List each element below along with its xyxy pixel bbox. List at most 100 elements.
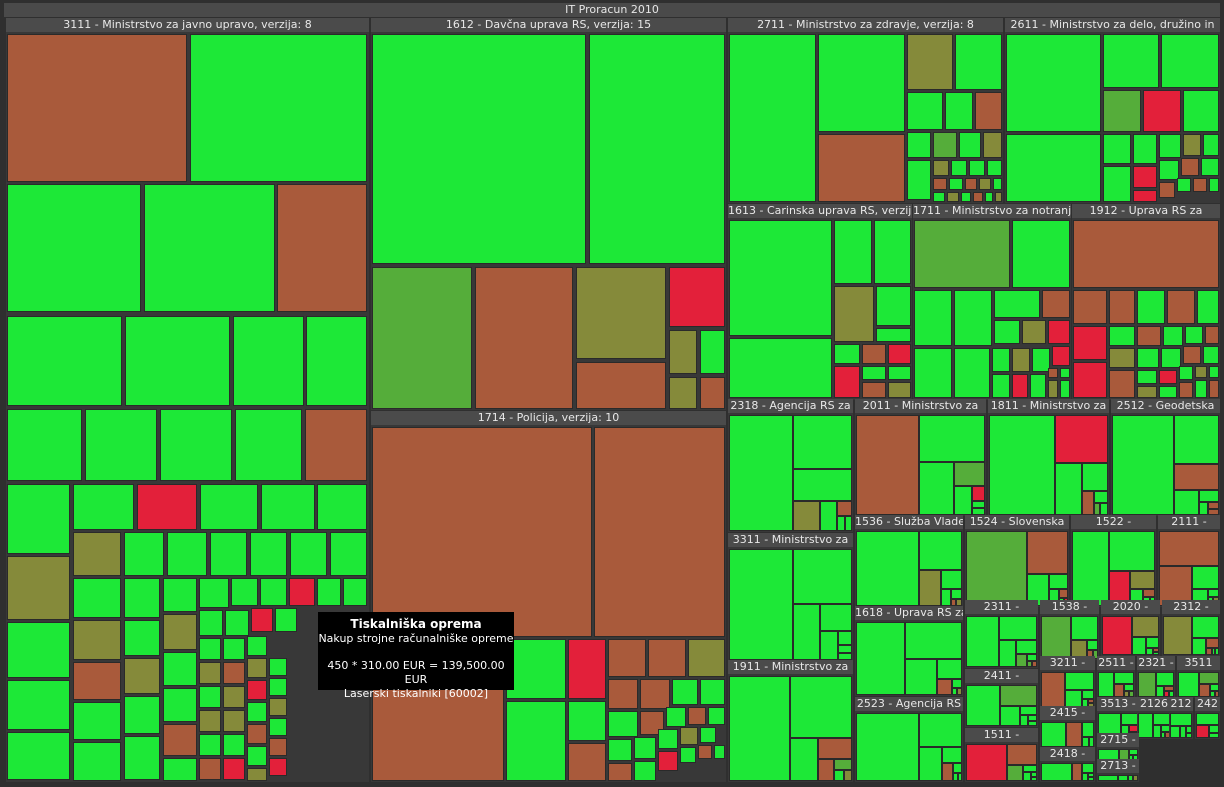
treemap-cell[interactable]: [1180, 726, 1186, 738]
treemap-cell[interactable]: [275, 608, 297, 632]
treemap-cell[interactable]: [1012, 220, 1070, 288]
treemap-cell[interactable]: [1203, 346, 1219, 364]
treemap-group[interactable]: 2713 -: [1097, 759, 1139, 782]
treemap-cell[interactable]: [680, 747, 696, 763]
treemap-group[interactable]: 1811 - Ministrstvo za: [988, 399, 1109, 516]
treemap-cell[interactable]: [190, 34, 367, 182]
treemap-cell[interactable]: [640, 679, 670, 709]
treemap-cell[interactable]: [1159, 370, 1177, 384]
treemap-cell[interactable]: [672, 679, 698, 705]
treemap-cell[interactable]: [966, 744, 1007, 781]
treemap-cell[interactable]: [914, 220, 1010, 288]
treemap-cell[interactable]: [820, 501, 837, 531]
treemap-cell[interactable]: [933, 132, 957, 158]
treemap-cell[interactable]: [994, 290, 1040, 318]
treemap-cell[interactable]: [163, 652, 197, 686]
treemap-cell[interactable]: [1199, 502, 1208, 515]
treemap-cell[interactable]: [951, 160, 967, 176]
treemap-cell[interactable]: [942, 747, 962, 763]
treemap-cell[interactable]: [144, 184, 275, 312]
treemap-cell[interactable]: [608, 739, 632, 761]
treemap-cell[interactable]: [1129, 691, 1134, 697]
treemap-cell[interactable]: [1041, 763, 1072, 781]
treemap-cell[interactable]: [163, 724, 197, 756]
treemap-cell[interactable]: [856, 415, 919, 515]
treemap-cell[interactable]: [223, 686, 245, 708]
treemap-cell[interactable]: [1016, 654, 1027, 667]
treemap-cell[interactable]: [1066, 722, 1082, 747]
treemap-cell[interactable]: [1087, 640, 1098, 650]
treemap-cell[interactable]: [506, 639, 566, 699]
treemap-cell[interactable]: [7, 34, 187, 182]
treemap-group[interactable]: 1511 -: [965, 728, 1038, 782]
treemap-cell[interactable]: [1088, 773, 1094, 777]
treemap-cell[interactable]: [793, 415, 852, 469]
treemap-group[interactable]: 242: [1195, 697, 1220, 739]
treemap-cell[interactable]: [223, 710, 245, 732]
treemap-cell[interactable]: [7, 409, 82, 481]
treemap-cell[interactable]: [919, 531, 962, 570]
treemap-cell[interactable]: [1103, 134, 1131, 164]
treemap-cell[interactable]: [7, 680, 70, 730]
treemap-group[interactable]: 1538 -: [1040, 600, 1099, 660]
treemap-cell[interactable]: [167, 532, 207, 576]
treemap-cell[interactable]: [1170, 726, 1180, 738]
treemap-group[interactable]: 1524 - Slovenska: [965, 515, 1069, 607]
treemap-cell[interactable]: [708, 707, 725, 725]
treemap-cell[interactable]: [1161, 732, 1165, 738]
treemap-cell[interactable]: [985, 192, 993, 202]
treemap-cell[interactable]: [73, 702, 121, 740]
treemap-cell[interactable]: [1065, 672, 1094, 690]
treemap-cell[interactable]: [834, 366, 860, 398]
treemap-cell[interactable]: [210, 532, 247, 576]
treemap-cell[interactable]: [261, 484, 315, 530]
treemap-cell[interactable]: [1088, 699, 1094, 703]
treemap-cell[interactable]: [1032, 661, 1037, 667]
treemap-group[interactable]: 2011 - Ministrstvo za: [855, 399, 986, 516]
treemap-cell[interactable]: [1129, 749, 1138, 755]
treemap-cell[interactable]: [73, 532, 121, 576]
treemap-cell[interactable]: [1163, 616, 1192, 655]
treemap-cell[interactable]: [888, 366, 911, 380]
treemap-cell[interactable]: [247, 702, 267, 722]
treemap-cell[interactable]: [225, 610, 249, 636]
treemap-cell[interactable]: [838, 645, 852, 653]
treemap-cell[interactable]: [372, 34, 586, 264]
treemap-cell[interactable]: [1132, 637, 1146, 655]
treemap-cell[interactable]: [790, 738, 818, 781]
treemap-cell[interactable]: [1088, 777, 1094, 781]
treemap-cell[interactable]: [1082, 773, 1088, 781]
treemap-cell[interactable]: [1153, 652, 1159, 655]
treemap-cell[interactable]: [1183, 134, 1201, 156]
treemap-cell[interactable]: [1206, 648, 1212, 655]
treemap-cell[interactable]: [1192, 616, 1219, 638]
treemap-cell[interactable]: [568, 743, 606, 781]
treemap-cell[interactable]: [838, 653, 852, 660]
treemap-cell[interactable]: [199, 758, 221, 780]
treemap-cell[interactable]: [729, 338, 832, 398]
treemap-cell[interactable]: [1159, 160, 1179, 180]
treemap-cell[interactable]: [1006, 134, 1101, 202]
treemap-group[interactable]: 2126: [1137, 697, 1171, 739]
treemap-cell[interactable]: [634, 737, 656, 759]
treemap-cell[interactable]: [933, 178, 947, 190]
treemap-cell[interactable]: [947, 192, 959, 202]
treemap-cell[interactable]: [1174, 415, 1219, 464]
treemap-cell[interactable]: [669, 330, 697, 374]
treemap-cell[interactable]: [223, 638, 245, 660]
treemap-group[interactable]: 2715 -: [1097, 733, 1139, 763]
treemap-cell[interactable]: [658, 729, 678, 749]
treemap-cell[interactable]: [1161, 348, 1181, 368]
treemap-cell[interactable]: [124, 578, 160, 618]
treemap-cell[interactable]: [1041, 672, 1065, 707]
treemap-cell[interactable]: [700, 679, 725, 705]
treemap-cell[interactable]: [1094, 491, 1108, 503]
treemap-cell[interactable]: [124, 620, 160, 656]
treemap-cell[interactable]: [372, 267, 472, 409]
treemap-cell[interactable]: [1103, 166, 1131, 202]
treemap-cell[interactable]: [305, 409, 367, 481]
treemap-cell[interactable]: [1109, 326, 1135, 346]
treemap-group[interactable]: 2318 - Agencija RS za: [728, 399, 853, 532]
treemap-cell[interactable]: [223, 734, 245, 756]
treemap-cell[interactable]: [793, 604, 820, 660]
